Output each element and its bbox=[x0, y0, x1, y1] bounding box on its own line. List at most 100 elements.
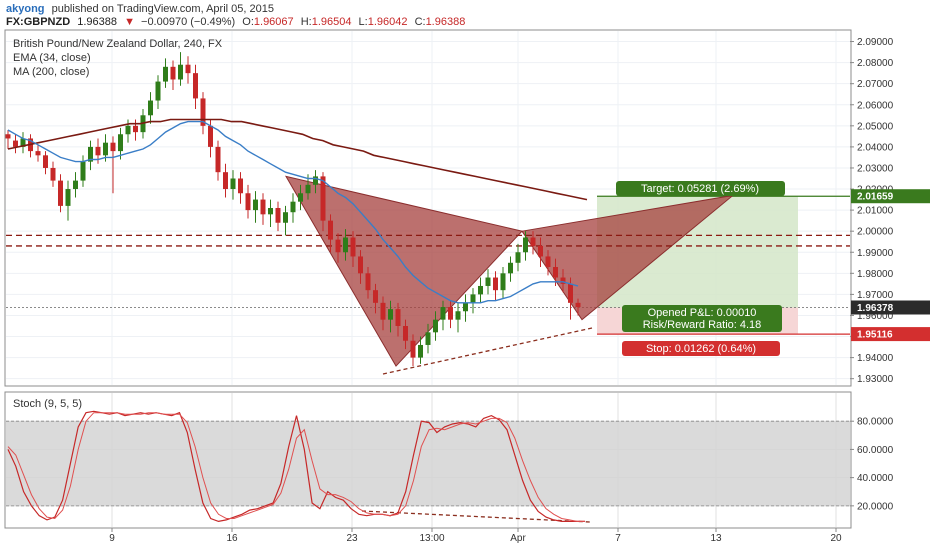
candle-body bbox=[253, 199, 258, 211]
candle-body bbox=[328, 220, 333, 240]
candle-body bbox=[500, 273, 506, 291]
last-price: 1.96388 bbox=[77, 16, 117, 28]
candle-body bbox=[230, 178, 236, 190]
candle-body bbox=[298, 193, 303, 202]
chart-title: British Pound/New Zealand Dollar, 240, F… bbox=[13, 38, 223, 50]
resistance-lines[interactable] bbox=[6, 234, 850, 247]
open-label: O: bbox=[242, 16, 254, 28]
candle-body bbox=[223, 172, 228, 190]
candle-body bbox=[65, 189, 71, 206]
candle-body bbox=[523, 237, 528, 253]
stoch-d-line bbox=[7, 412, 585, 522]
candle-body bbox=[493, 277, 498, 291]
candle-body bbox=[80, 161, 86, 181]
y-tick-label: 2.03000 bbox=[857, 163, 894, 174]
candle-body bbox=[350, 237, 356, 257]
candle-body bbox=[373, 290, 378, 303]
candle-body bbox=[170, 66, 176, 80]
candle-body bbox=[485, 277, 491, 286]
candle-body bbox=[43, 155, 48, 168]
candle-body bbox=[260, 199, 266, 215]
candle-body bbox=[530, 237, 536, 246]
y-tick-label: 2.04000 bbox=[857, 142, 894, 153]
candle-body bbox=[410, 340, 416, 358]
y-tick-label: 1.98000 bbox=[857, 269, 894, 280]
y-tick-label: 20.0000 bbox=[857, 501, 894, 512]
open-value: 1.96067 bbox=[254, 16, 294, 28]
candle-body bbox=[365, 273, 371, 291]
price-tags: 2.01659 1.96378 1.95116 bbox=[851, 189, 930, 342]
published-text: published on TradingView.com, April 05, … bbox=[52, 3, 274, 15]
candle-body bbox=[35, 151, 41, 156]
candle-body bbox=[403, 326, 408, 341]
y-tick-label: 1.94000 bbox=[857, 353, 894, 364]
harmonic-pattern[interactable] bbox=[284, 175, 735, 367]
low-value: 1.96042 bbox=[368, 16, 408, 28]
ema-legend[interactable]: EMA (34, close) bbox=[13, 52, 91, 64]
candle-body bbox=[58, 180, 63, 206]
low-label: L: bbox=[359, 16, 368, 28]
ema-34-line bbox=[7, 120, 579, 304]
x-tick-label: 20 bbox=[830, 533, 842, 544]
candle-body bbox=[110, 142, 116, 152]
candle-body bbox=[215, 146, 221, 173]
candle-body bbox=[425, 332, 431, 345]
time-axis[interactable]: 9 16 23 13:00 Apr 7 13 20 bbox=[109, 528, 842, 544]
candle-body bbox=[193, 73, 198, 99]
stoch-band bbox=[6, 420, 850, 507]
stop-label: Stop: 0.01262 (0.64%) bbox=[622, 341, 780, 356]
position-info-label: Opened P&L: 0.00010 Risk/Reward Ratio: 4… bbox=[622, 305, 782, 332]
high-value: 1.96504 bbox=[312, 16, 352, 28]
candle-body bbox=[343, 237, 348, 253]
price-tag-bg bbox=[851, 189, 930, 204]
overbought-oversold-band bbox=[6, 421, 850, 506]
header-line-1: akyong published on TradingView.com, Apr… bbox=[6, 3, 274, 15]
candle-body bbox=[358, 256, 363, 274]
candle-body bbox=[313, 176, 318, 185]
price-divergence-line[interactable] bbox=[382, 327, 593, 375]
candle-body bbox=[200, 98, 206, 126]
candle-body bbox=[320, 176, 326, 221]
stoch-divergence-line[interactable] bbox=[361, 510, 591, 523]
y-tick-label: 1.96000 bbox=[857, 311, 894, 322]
candle-body bbox=[148, 100, 153, 116]
y-tick-label: 1.97000 bbox=[857, 290, 894, 301]
y-tick-label: 1.99000 bbox=[857, 248, 894, 259]
change-value: −0.00970 (−0.49%) bbox=[141, 16, 235, 28]
candle-body bbox=[575, 302, 581, 308]
y-tick-label: 40.0000 bbox=[857, 473, 894, 484]
x-tick-label: 13:00 bbox=[419, 533, 444, 544]
ma-legend[interactable]: MA (200, close) bbox=[13, 66, 89, 78]
candle-body bbox=[388, 309, 393, 320]
candle-body bbox=[50, 167, 56, 181]
price-tag-bg bbox=[851, 300, 930, 315]
candle-body bbox=[553, 267, 558, 278]
y-tick-label: 2.00000 bbox=[857, 227, 894, 238]
candle-body bbox=[163, 66, 168, 82]
stoch-axis[interactable]: 80.0000 60.0000 40.0000 20.0000 bbox=[850, 417, 894, 513]
x-tick-label: 7 bbox=[615, 533, 621, 544]
price-tag-bg bbox=[851, 327, 930, 342]
candle-body bbox=[20, 138, 26, 147]
candle-body bbox=[305, 184, 311, 194]
candle-body bbox=[568, 283, 573, 303]
candle-body bbox=[335, 239, 341, 253]
close-value: 1.96388 bbox=[426, 16, 466, 28]
price-tag-text: 2.01659 bbox=[857, 192, 894, 203]
symbol-label: FX:GBPNZD bbox=[6, 16, 70, 28]
candle-body bbox=[508, 262, 513, 274]
stoch-legend[interactable]: Stoch (9, 5, 5) bbox=[13, 398, 82, 410]
candle-body bbox=[470, 294, 476, 303]
x-tick-label: 16 bbox=[226, 533, 238, 544]
ma-200-line bbox=[7, 118, 588, 201]
candle-body bbox=[133, 125, 138, 133]
candle-body bbox=[88, 146, 93, 162]
high-label: H: bbox=[301, 16, 312, 28]
y-tick-label: 2.09000 bbox=[857, 37, 894, 48]
x-tick-label: 23 bbox=[346, 533, 358, 544]
y-tick-label: 80.0000 bbox=[857, 417, 894, 428]
candle-body bbox=[125, 125, 131, 135]
candle-body bbox=[478, 285, 483, 295]
candle-body bbox=[118, 134, 123, 152]
